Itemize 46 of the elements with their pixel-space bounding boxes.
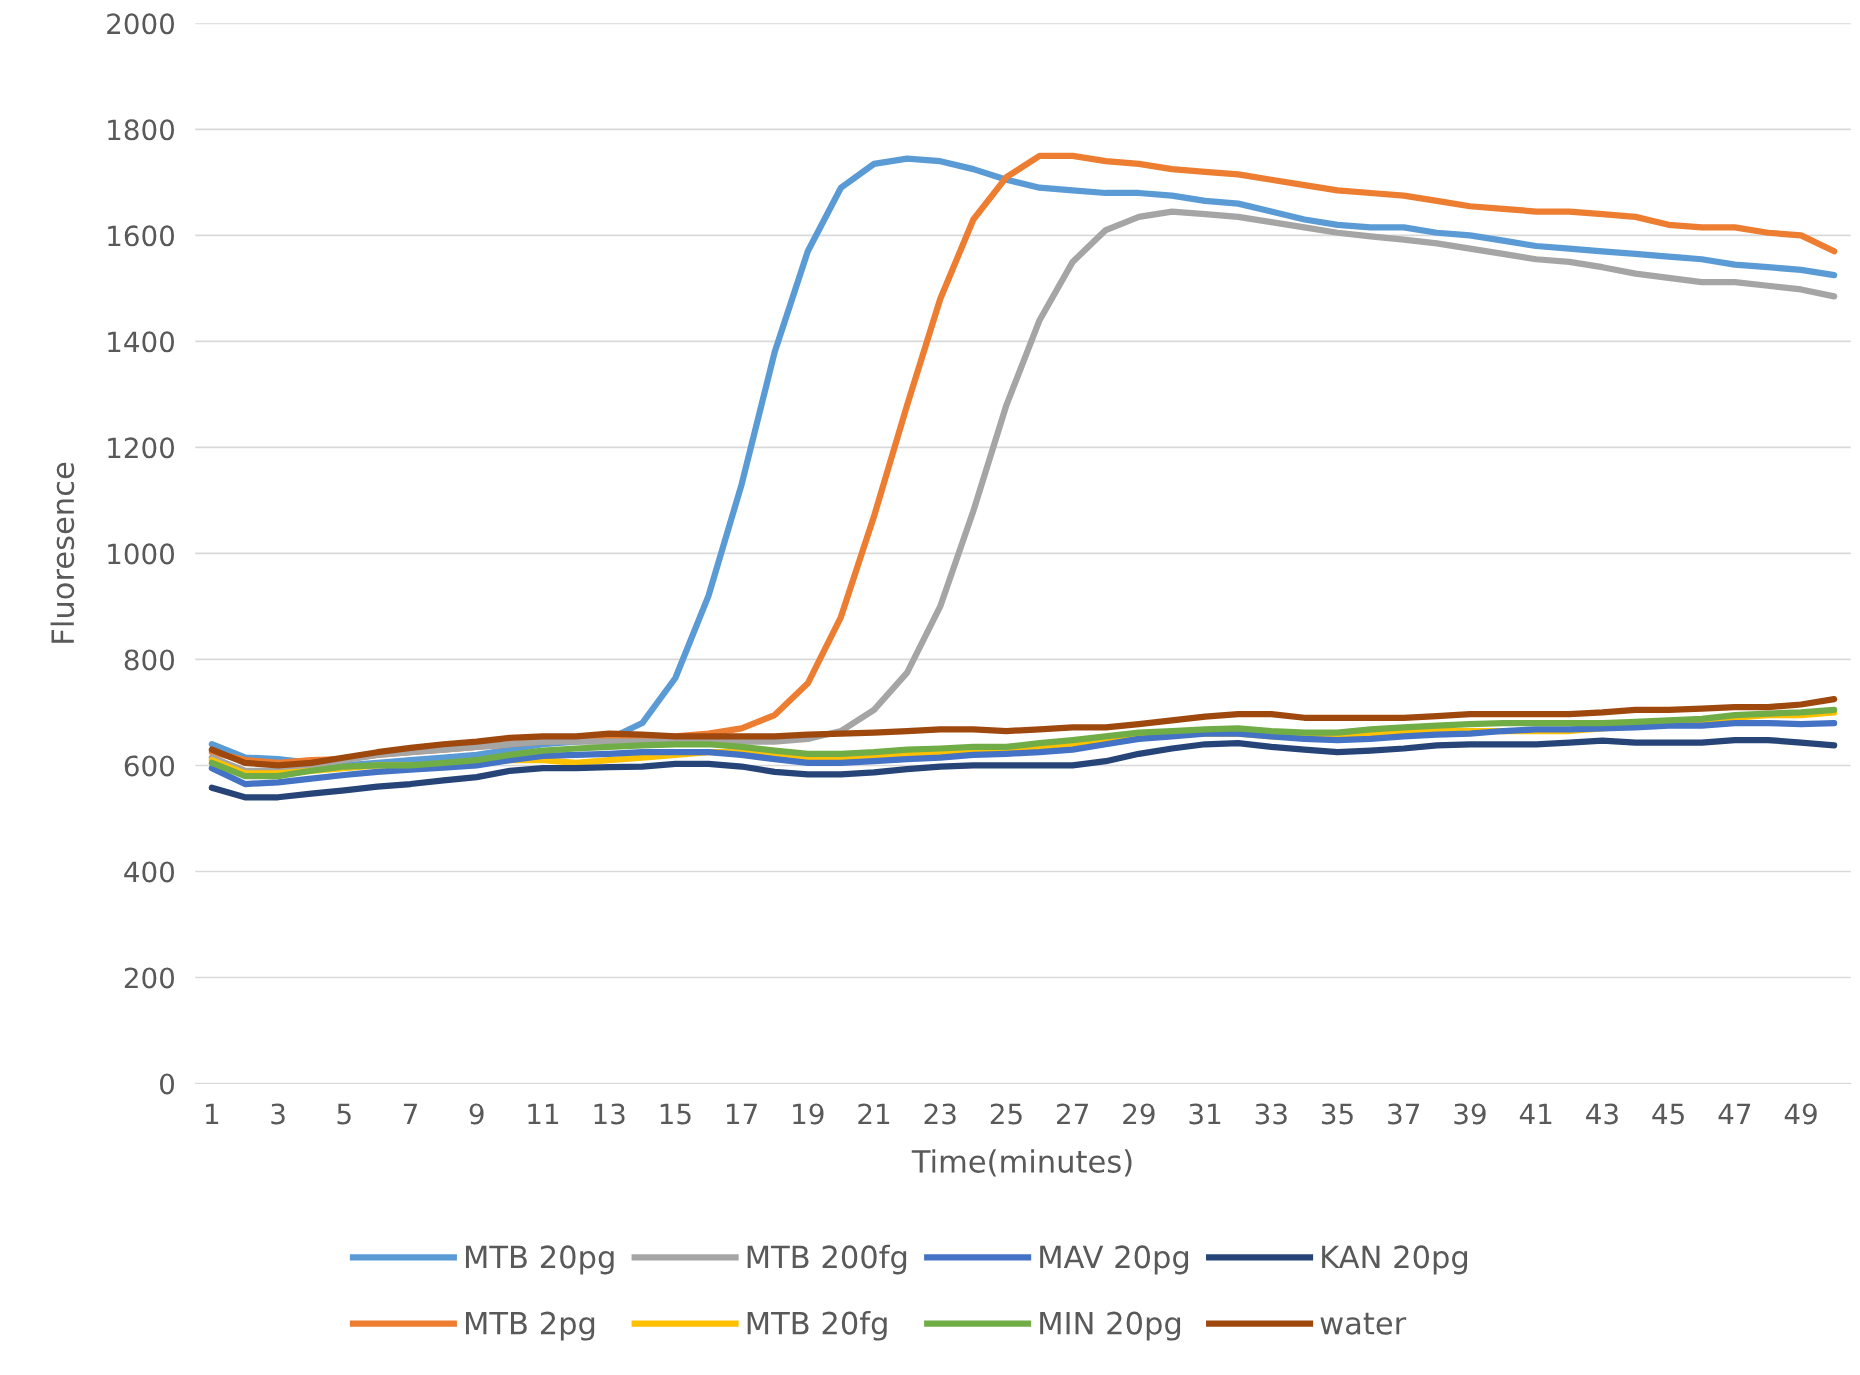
y-tick-label: 600 xyxy=(124,755,175,777)
x-tick-label: 43 xyxy=(1586,1103,1618,1125)
x-tick-label: 23 xyxy=(924,1103,956,1125)
x-tick-label: 31 xyxy=(1189,1103,1221,1125)
y-tick-label: 0 xyxy=(160,1073,175,1095)
legend-label: KAN 20pg xyxy=(1322,1245,1468,1275)
x-tick-label: 47 xyxy=(1718,1103,1751,1125)
y-tick-label: 1000 xyxy=(108,543,175,565)
legend-label: MTB 200fg xyxy=(747,1244,907,1275)
legend-label: MTB 2pg xyxy=(465,1311,595,1341)
x-tick-label: 15 xyxy=(660,1103,691,1125)
y-tick-label: 200 xyxy=(124,967,175,989)
x-tick-label: 35 xyxy=(1321,1103,1353,1125)
y-axis-title: Fluoresence xyxy=(50,462,75,643)
x-axis-title: Time(minutes) xyxy=(911,1149,1132,1177)
x-tick-label: 21 xyxy=(858,1103,890,1125)
x-tick-label: 39 xyxy=(1454,1103,1486,1125)
x-tick-label: 19 xyxy=(793,1103,824,1125)
x-tick-label: 7 xyxy=(403,1103,417,1125)
x-tick-label: 5 xyxy=(337,1103,351,1125)
y-tick-label: 1400 xyxy=(108,331,175,353)
x-tick-label: 49 xyxy=(1784,1103,1817,1125)
x-tick-label: 13 xyxy=(594,1103,625,1125)
y-tick-label: 400 xyxy=(124,861,175,883)
x-tick-label: 41 xyxy=(1519,1103,1552,1125)
legend-label: MTB 20pg xyxy=(465,1245,614,1275)
legend-label: water xyxy=(1320,1312,1407,1335)
x-tick-label: 27 xyxy=(1057,1103,1088,1125)
y-tick-label: 800 xyxy=(124,649,175,671)
x-tick-label: 1 xyxy=(206,1103,219,1125)
legend-label: MIN 20pg xyxy=(1040,1311,1181,1341)
y-tick-label: 1600 xyxy=(108,225,175,247)
y-tick-label: 1200 xyxy=(108,437,175,459)
x-tick-label: 17 xyxy=(726,1103,757,1125)
x-tick-label: 3 xyxy=(271,1103,285,1125)
x-tick-label: 45 xyxy=(1652,1103,1684,1125)
x-tick-label: 29 xyxy=(1123,1103,1155,1125)
x-tick-label: 25 xyxy=(990,1103,1022,1125)
y-tick-label: 2000 xyxy=(107,13,175,35)
x-tick-label: 37 xyxy=(1388,1103,1420,1125)
x-tick-label: 11 xyxy=(528,1103,559,1125)
x-tick-label: 9 xyxy=(469,1103,484,1125)
legend-label: MTB 20fg xyxy=(747,1311,887,1341)
x-tick-label: 33 xyxy=(1255,1103,1287,1125)
legend-label: MAV 20pg xyxy=(1040,1245,1189,1275)
y-tick-label: 1800 xyxy=(108,119,175,141)
